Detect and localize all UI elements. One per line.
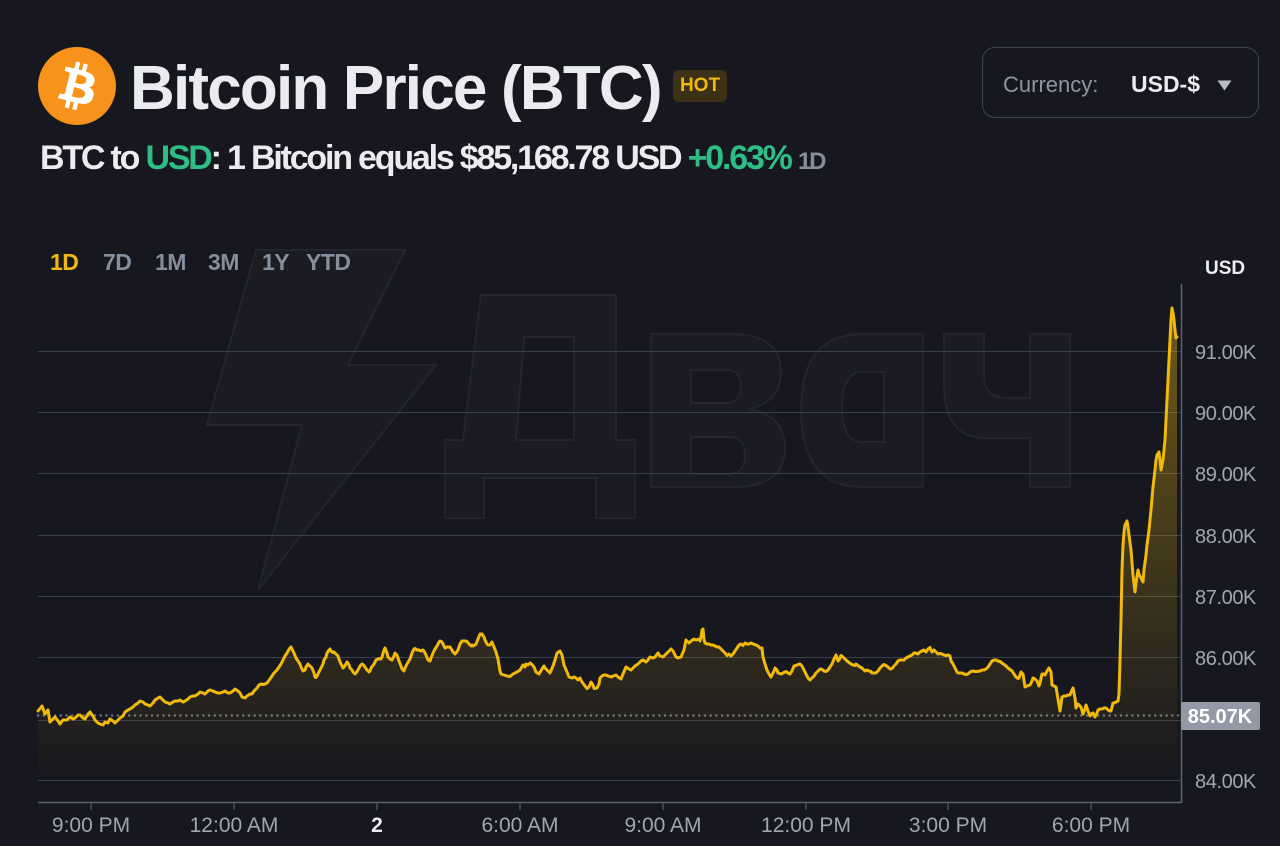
- svg-text:89.00K: 89.00K: [1195, 464, 1257, 486]
- svg-text:6:00 PM: 6:00 PM: [1052, 814, 1130, 837]
- svg-text:90.00K: 90.00K: [1195, 403, 1257, 425]
- svg-text:91.00K: 91.00K: [1195, 342, 1257, 364]
- svg-text:86.00K: 86.00K: [1195, 648, 1257, 670]
- svg-text:12:00 AM: 12:00 AM: [190, 814, 279, 837]
- svg-text:9:00 PM: 9:00 PM: [52, 814, 130, 837]
- svg-text:88.00K: 88.00K: [1195, 526, 1257, 548]
- svg-text:12:00 PM: 12:00 PM: [761, 814, 851, 837]
- svg-text:3:00 PM: 3:00 PM: [909, 814, 987, 837]
- svg-text:2: 2: [371, 814, 383, 837]
- svg-text:85.07K: 85.07K: [1188, 706, 1253, 728]
- svg-text:87.00K: 87.00K: [1195, 587, 1257, 609]
- svg-text:USD: USD: [1205, 258, 1245, 279]
- svg-text:9:00 AM: 9:00 AM: [624, 814, 701, 837]
- svg-text:84.00K: 84.00K: [1195, 771, 1257, 793]
- svg-text:6:00 AM: 6:00 AM: [481, 814, 558, 837]
